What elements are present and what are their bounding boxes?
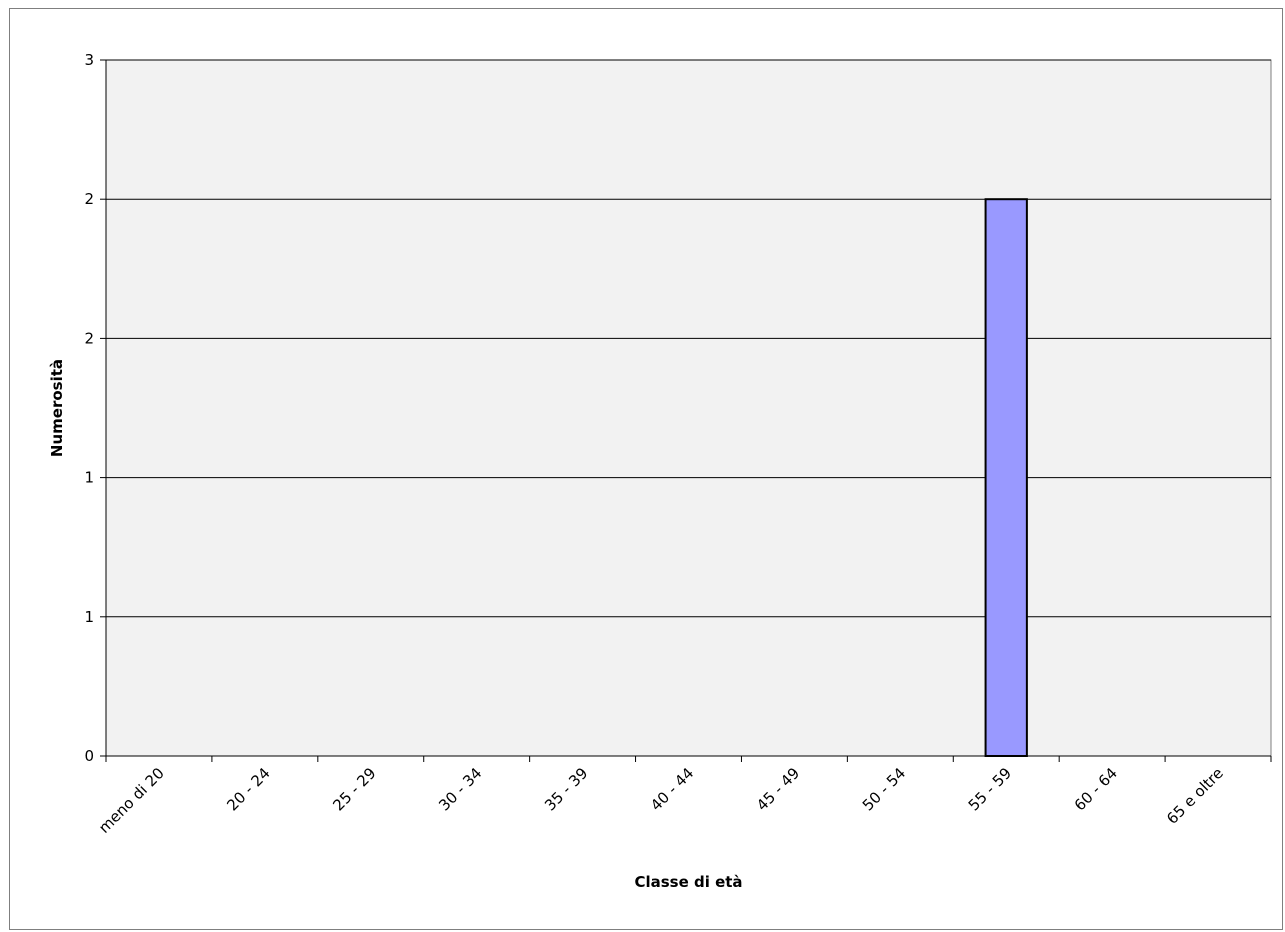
y-tick-label: 1 bbox=[84, 469, 94, 487]
axes bbox=[100, 59, 1272, 762]
x-tick-label: meno di 20 bbox=[95, 764, 168, 837]
y-tick-label: 1 bbox=[84, 608, 94, 626]
x-tick-label: 50 - 54 bbox=[859, 764, 909, 814]
bar bbox=[984, 198, 1028, 757]
x-tick-label: 40 - 44 bbox=[647, 764, 697, 814]
x-tick-label: 45 - 49 bbox=[753, 764, 803, 814]
y-tick-label: 2 bbox=[84, 190, 94, 208]
x-tick-label: 30 - 34 bbox=[435, 764, 485, 814]
x-tick-label: 65 e oltre bbox=[1163, 764, 1227, 828]
x-tick-labels: meno di 20 20 - 24 25 - 29 30 - 34 35 - 39 40… bbox=[95, 764, 1227, 837]
y-tick-label: 0 bbox=[84, 747, 94, 765]
x-tick-label: 35 - 39 bbox=[541, 764, 591, 814]
plot-area bbox=[105, 59, 1272, 757]
x-tick-label: 55 - 59 bbox=[965, 764, 1015, 814]
y-tick-label: 2 bbox=[84, 329, 94, 347]
x-axis-title: Classe di età bbox=[634, 873, 742, 891]
x-tick-label: 20 - 24 bbox=[223, 764, 273, 814]
y-tick-labels: 0 1 1 2 2 3 bbox=[84, 51, 94, 765]
y-axis-title: Numerosità bbox=[48, 359, 66, 457]
y-tick-label: 3 bbox=[84, 51, 94, 69]
bars bbox=[984, 198, 1028, 757]
x-tick-label: 60 - 64 bbox=[1071, 764, 1121, 814]
x-tick-label: 25 - 29 bbox=[329, 764, 379, 814]
gridlines bbox=[106, 59, 1271, 618]
